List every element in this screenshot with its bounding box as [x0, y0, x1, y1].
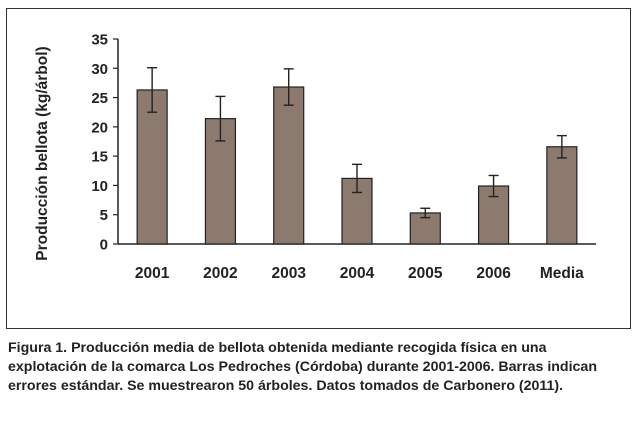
- x-tick-label-Media: Media: [540, 265, 584, 282]
- x-tick-label-2005: 2005: [408, 265, 443, 282]
- x-tick-label-2004: 2004: [340, 265, 375, 282]
- y-tick-label: 5: [100, 207, 108, 224]
- bar-Media: [546, 146, 578, 245]
- y-tick-label: 35: [91, 32, 108, 49]
- bar-2004: [341, 177, 373, 245]
- bar-2001: [136, 89, 168, 245]
- figure-caption: Figura 1. Producción media de bellota ob…: [8, 340, 597, 394]
- y-tick-label: 25: [91, 90, 108, 107]
- y-axis-label: Producción bellota (kg/árbol): [34, 46, 51, 260]
- y-tick-label: 0: [100, 237, 108, 254]
- y-tick-label: 10: [91, 178, 108, 195]
- bar-chart: 0 5 10 15 20 25 30 35 Producción bellota (kg/árb…: [34, 32, 596, 282]
- x-tick-label-2002: 2002: [203, 265, 237, 282]
- x-tick-label-2006: 2006: [476, 265, 511, 282]
- chart-frame: [6, 8, 631, 329]
- y-tick-label: 30: [91, 61, 108, 78]
- x-tick-label-2003: 2003: [271, 265, 306, 282]
- y-tick-label: 20: [91, 119, 108, 136]
- bar-2003: [273, 86, 305, 245]
- y-tick-label: 15: [91, 149, 108, 166]
- x-tick-label-2001: 2001: [135, 265, 170, 282]
